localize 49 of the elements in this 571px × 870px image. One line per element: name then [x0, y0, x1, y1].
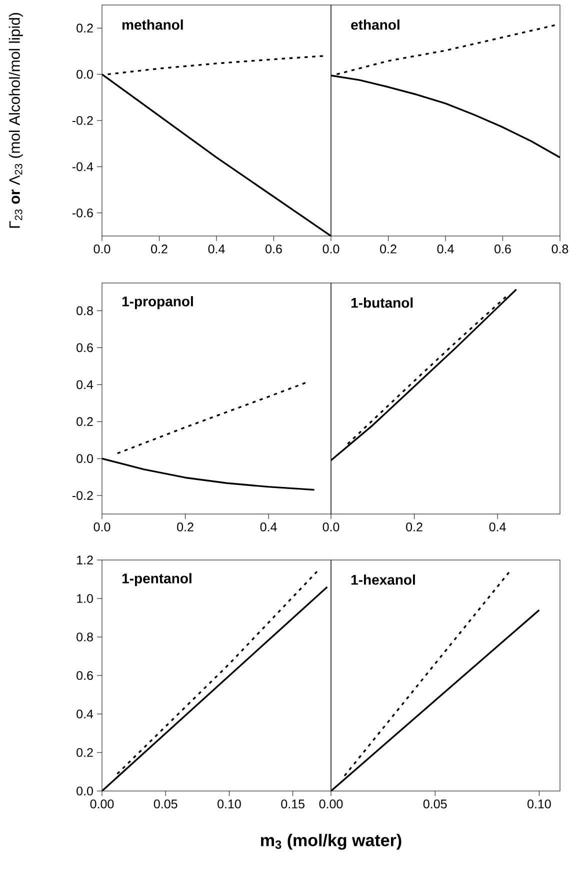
text: 1-pentanol [122, 573, 192, 586]
y-tick-label: 1.0 [77, 594, 93, 603]
y-tick-label: 0.0 [76, 70, 93, 79]
x-tick-label: 0.0 [322, 522, 340, 532]
x-tick-label: 0.2 [406, 522, 422, 532]
x-axis-title: m$_{3}$ (mol/kg water) [261, 834, 402, 850]
y-tick-label: -0.2 [72, 491, 93, 500]
y-tick-label: 0.8 [76, 306, 93, 316]
x-tick-label: 0.0 [94, 522, 110, 532]
y-tick-label: 0.4 [76, 380, 94, 390]
y-tick-label: 0.2 [76, 748, 93, 757]
y-tick-label: 0.2 [76, 417, 93, 426]
x-tick-label: 0.0 [322, 244, 340, 254]
x-tick-label: 0.4 [208, 244, 225, 254]
y-tick-label: 0.6 [76, 343, 93, 352]
x-tick-label: 0.4 [260, 522, 277, 532]
y-axis-title: Γ$_{23}$ or Λ$_{23}$ (mol Alcohol/mol lipid) [8, 13, 23, 228]
y-tick-label: -0.2 [72, 116, 93, 125]
y-tick-label: 0.0 [76, 786, 93, 796]
y-tick-label: -0.4 [72, 162, 94, 172]
y-tick-label: 0.4 [76, 710, 94, 718]
y-tick-label: 0.0 [76, 454, 93, 463]
x-tick-label: 0.0 [94, 244, 110, 254]
line-series [116, 382, 307, 454]
x-tick-label: 0.05 [154, 800, 178, 808]
x-tick-label: 0.15 [281, 800, 304, 808]
y-tick-label: -0.6 [72, 208, 93, 218]
x-tick-label: 0.10 [218, 800, 241, 808]
x-tick-label: 0.8 [552, 244, 568, 254]
y-tick-label: 0.2 [76, 24, 93, 33]
x-tick-label: 0.00 [90, 800, 114, 808]
x-tick-label: 0.10 [528, 800, 551, 808]
x-tick-label: 0.4 [489, 522, 506, 532]
text: ethanol [351, 19, 400, 30]
y-tick-label: 1.2 [77, 556, 93, 564]
x-tick-label: 0.00 [319, 800, 343, 808]
x-tick-label: 0.4 [437, 244, 454, 254]
text: 1-propanol [122, 296, 193, 310]
x-tick-label: 0.2 [380, 244, 396, 254]
x-tick-label: 0.6 [494, 244, 511, 254]
x-tick-label: 0.6 [266, 244, 282, 254]
x-tick-label: 0.2 [151, 244, 168, 254]
y-tick-label: 0.8 [76, 632, 93, 642]
x-tick-label: 0.2 [177, 522, 194, 532]
y-tick-label: 0.6 [76, 671, 93, 680]
x-tick-label: 0.05 [423, 800, 447, 808]
text: 1-butanol [351, 298, 413, 308]
text: 1-hexanol [351, 574, 415, 585]
text: methanol [122, 19, 183, 30]
